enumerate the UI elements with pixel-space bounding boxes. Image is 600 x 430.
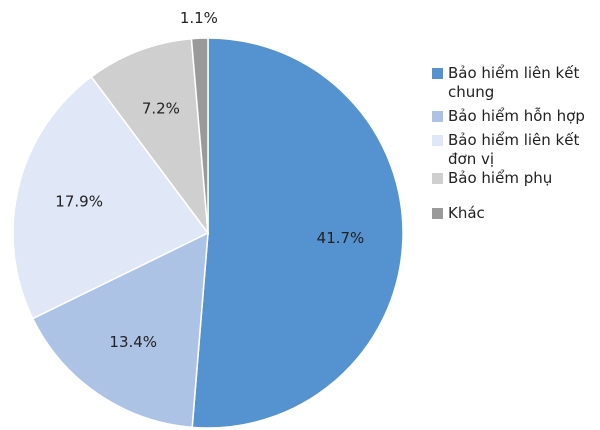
- pie-slice: [191, 37, 404, 429]
- pie-slice: [31, 231, 209, 429]
- pie-slice: [12, 75, 210, 320]
- legend-swatch: [432, 68, 443, 79]
- legend-item: Bảo hiểm liên kết đơn vị: [432, 131, 597, 169]
- legend-swatch: [432, 208, 443, 219]
- legend-item: Khác: [432, 204, 597, 223]
- legend-swatch: [432, 111, 443, 122]
- legend-label: Bảo hiểm hỗn hợp: [448, 107, 585, 125]
- legend-label: Bảo hiểm liên kết chung: [448, 64, 580, 101]
- legend-item: Bảo hiểm liên kết chung: [432, 64, 597, 102]
- legend-label: Bảo hiểm liên kết đơn vị: [448, 131, 580, 168]
- pie-slice: [90, 37, 209, 236]
- data-label: 17.9%: [55, 192, 103, 210]
- legend: Bảo hiểm liên kết chung Bảo hiểm hỗn hợp B…: [432, 64, 597, 223]
- data-label: 41.7%: [317, 229, 365, 247]
- legend-item: Bảo hiểm hỗn hợp: [432, 107, 597, 126]
- legend-label: Khác: [448, 204, 485, 222]
- legend-item: Bảo hiểm phụ: [432, 169, 597, 188]
- pie-slice: [190, 37, 209, 234]
- data-label: 1.1%: [180, 9, 218, 27]
- data-label: 7.2%: [142, 100, 180, 118]
- legend-swatch: [432, 173, 443, 184]
- legend-swatch: [432, 135, 443, 146]
- legend-label: Bảo hiểm phụ: [448, 169, 553, 187]
- data-label: 13.4%: [109, 333, 157, 351]
